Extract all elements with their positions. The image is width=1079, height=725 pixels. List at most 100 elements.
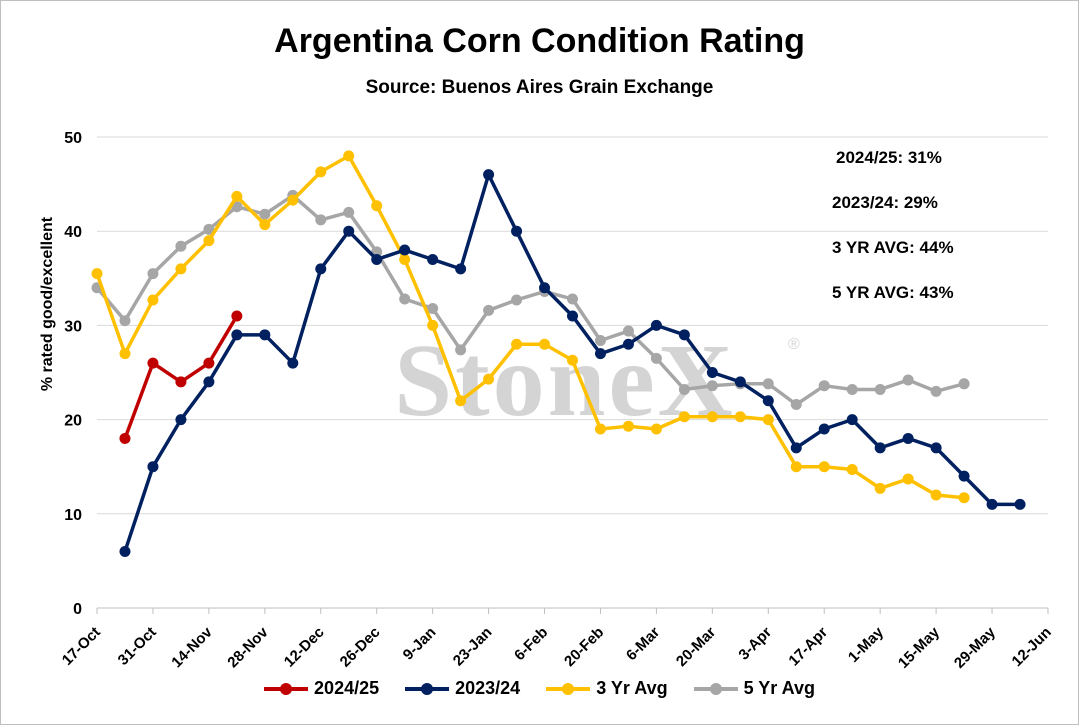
point-3-yr-avg-6 <box>259 219 271 231</box>
point-3-yr-avg-16 <box>539 338 551 350</box>
legend-item-5yr-avg[interactable]: 5 Yr Avg <box>693 678 815 699</box>
point-5-yr-avg-24 <box>762 378 774 390</box>
point-5-yr-avg-19 <box>622 325 634 337</box>
x-tick-label-12-Jun: 12-Jun <box>1009 624 1055 670</box>
point-3-yr-avg-17 <box>567 354 578 366</box>
point-2023-24-1 <box>147 461 159 473</box>
point-2023-24-15 <box>539 282 551 294</box>
point-3-yr-avg-25 <box>790 461 802 473</box>
point-3-yr-avg-28 <box>874 482 886 494</box>
y-tick-label-0: 0 <box>73 601 82 618</box>
point-5-yr-avg-28 <box>874 383 886 395</box>
point-2023-24-19 <box>650 319 662 331</box>
point-5-yr-avg-21 <box>678 383 690 395</box>
point-5-yr-avg-29 <box>902 374 914 386</box>
point-3-yr-avg-19 <box>622 420 634 432</box>
x-tick-label-23-Jan: 23-Jan <box>450 624 496 670</box>
point-5-yr-avg-17 <box>567 293 578 305</box>
point-2023-24-6 <box>287 357 299 369</box>
x-tick-label-1-May: 1-May <box>845 623 888 666</box>
point-2023-24-27 <box>874 442 886 454</box>
point-2023-24-22 <box>734 376 746 388</box>
point-5-yr-avg-25 <box>790 399 802 411</box>
legend-item-3yr-avg[interactable]: 3 Yr Avg <box>546 678 668 699</box>
point-3-yr-avg-18 <box>594 423 606 435</box>
point-5-yr-avg-4 <box>203 223 215 235</box>
point-2023-24-3 <box>203 376 215 388</box>
point-5-yr-avg-15 <box>511 294 523 306</box>
x-tick-label-15-May: 15-May <box>895 623 943 671</box>
legend-swatch-3yr-avg <box>546 682 591 695</box>
y-axis-label: % rated good/excellent <box>39 216 56 392</box>
legend-label-2023-24: 2023/24 <box>455 678 521 698</box>
annotation-2023-24: 2023/24: 29% <box>832 193 938 212</box>
point-3-yr-avg-8 <box>315 166 327 178</box>
point-3-yr-avg-2 <box>147 294 159 306</box>
point-2023-24-28 <box>902 432 914 444</box>
legend-label-2024-25: 2024/25 <box>314 678 380 698</box>
legend-swatch-2023-24 <box>405 682 450 695</box>
x-tick-label-6-Feb: 6-Feb <box>511 624 551 664</box>
point-5-yr-avg-12 <box>427 302 439 314</box>
x-tick-label-12-Dec: 12-Dec <box>281 624 328 671</box>
point-3-yr-avg-9 <box>343 150 355 162</box>
x-tick-label-28-Nov: 28-Nov <box>224 623 272 671</box>
annotation-2024-25: 2024/25: 31% <box>836 148 942 167</box>
y-tick-label-50: 50 <box>64 130 82 147</box>
point-3-yr-avg-11 <box>399 253 411 265</box>
point-3-yr-avg-21 <box>678 411 690 423</box>
legend-item-2024-25[interactable]: 2024/25 <box>264 678 379 699</box>
point-2023-24-25 <box>818 423 830 435</box>
point-3-yr-avg-5 <box>231 190 243 202</box>
point-2024-25-2 <box>175 376 187 388</box>
point-2023-24-2 <box>175 414 187 426</box>
point-3-yr-avg-29 <box>902 473 914 485</box>
y-tick-label-10: 10 <box>64 507 82 524</box>
x-tick-label-17-Oct: 17-Oct <box>59 624 104 669</box>
point-3-yr-avg-20 <box>650 423 662 435</box>
y-tick-label-20: 20 <box>64 413 82 430</box>
point-2023-24-24 <box>790 442 802 454</box>
point-2023-24-12 <box>455 263 467 275</box>
point-5-yr-avg-8 <box>315 214 327 226</box>
x-tick-label-6-Mar: 6-Mar <box>623 624 663 664</box>
point-3-yr-avg-27 <box>846 464 858 476</box>
x-tick-label-29-May: 29-May <box>951 623 999 671</box>
point-5-yr-avg-31 <box>958 378 970 390</box>
point-2023-24-29 <box>930 442 942 454</box>
point-2023-24-10 <box>399 244 411 256</box>
point-2023-24-17 <box>594 348 606 360</box>
point-5-yr-avg-6 <box>259 208 271 220</box>
point-5-yr-avg-2 <box>147 268 159 280</box>
point-2023-24-14 <box>511 225 523 237</box>
point-3-yr-avg-23 <box>734 411 746 423</box>
point-5-yr-avg-20 <box>650 352 662 364</box>
point-2023-24-31 <box>986 498 998 510</box>
point-2023-24-18 <box>622 338 634 350</box>
point-3-yr-avg-22 <box>706 411 718 423</box>
point-5-yr-avg-18 <box>594 334 606 346</box>
point-2024-25-1 <box>147 357 159 369</box>
point-5-yr-avg-11 <box>399 293 411 305</box>
x-tick-label-20-Feb: 20-Feb <box>561 624 607 670</box>
x-tick-label-17-Apr: 17-Apr <box>785 624 831 670</box>
point-3-yr-avg-13 <box>455 395 467 407</box>
legend-item-2023-24[interactable]: 2023/24 <box>405 678 520 699</box>
point-3-yr-avg-15 <box>511 338 523 350</box>
point-5-yr-avg-1 <box>119 315 131 327</box>
annotation-5yr-avg: 5 YR AVG: 43% <box>832 283 954 302</box>
point-3-yr-avg-12 <box>427 319 439 331</box>
point-3-yr-avg-4 <box>203 235 215 247</box>
point-2023-24-8 <box>343 225 355 237</box>
point-3-yr-avg-30 <box>930 489 942 501</box>
point-2023-24-7 <box>315 263 327 275</box>
chart-subtitle: Source: Buenos Aires Grain Exchange <box>365 77 714 98</box>
point-2023-24-30 <box>958 470 970 482</box>
point-5-yr-avg-13 <box>455 344 467 356</box>
x-tick-label-20-Mar: 20-Mar <box>673 624 719 670</box>
watermark-registered-mark: ® <box>788 336 800 353</box>
point-2023-24-20 <box>678 329 690 341</box>
point-5-yr-avg-9 <box>343 206 355 218</box>
point-3-yr-avg-1 <box>119 348 131 360</box>
